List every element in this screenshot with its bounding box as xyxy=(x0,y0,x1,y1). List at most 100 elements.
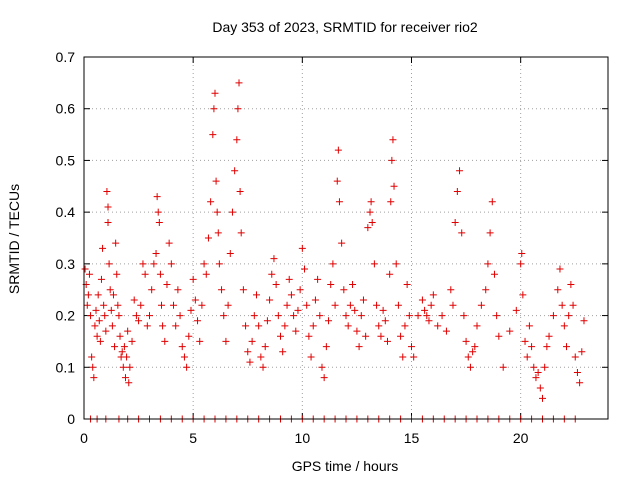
data-point xyxy=(139,260,147,268)
data-point xyxy=(176,312,184,320)
data-point xyxy=(471,343,479,351)
x-tick-label: 10 xyxy=(295,430,311,446)
data-point xyxy=(534,368,542,376)
data-point xyxy=(120,343,128,351)
data-point xyxy=(569,301,577,309)
data-point xyxy=(187,306,195,314)
data-point xyxy=(425,317,433,325)
data-point xyxy=(389,136,397,144)
data-point xyxy=(466,363,474,371)
data-point xyxy=(107,306,115,314)
data-point xyxy=(85,270,93,278)
data-point xyxy=(283,301,291,309)
data-point xyxy=(556,265,564,273)
data-point xyxy=(214,229,222,237)
data-point xyxy=(152,250,160,258)
data-point xyxy=(116,332,124,340)
data-point xyxy=(272,281,280,289)
data-point xyxy=(101,312,109,320)
data-point xyxy=(277,332,284,340)
data-point xyxy=(118,348,126,356)
data-point xyxy=(153,193,161,201)
data-point xyxy=(163,281,171,289)
data-point xyxy=(198,301,206,309)
data-point xyxy=(132,312,140,320)
data-point xyxy=(322,343,330,351)
data-point xyxy=(128,337,136,345)
data-point xyxy=(373,301,381,309)
data-point xyxy=(167,260,175,268)
data-point xyxy=(212,177,220,185)
data-point xyxy=(307,353,315,361)
data-point xyxy=(528,343,536,351)
data-point xyxy=(185,332,193,340)
data-point xyxy=(523,353,531,361)
data-point xyxy=(311,296,319,304)
data-point xyxy=(285,275,293,283)
data-point xyxy=(218,286,226,294)
data-point xyxy=(141,270,149,278)
data-point xyxy=(318,363,326,371)
y-tick-labels: 0 0.1 0.2 0.3 0.4 0.5 0.6 0.7 xyxy=(56,49,76,427)
data-point xyxy=(460,312,468,320)
data-point xyxy=(518,250,526,258)
data-point xyxy=(244,348,252,356)
data-point xyxy=(130,296,138,304)
grid-lines xyxy=(84,57,608,419)
data-point xyxy=(386,270,394,278)
x-tick-label: 0 xyxy=(80,430,88,446)
data-point xyxy=(397,332,405,340)
data-point xyxy=(536,384,544,392)
data-point xyxy=(353,327,361,335)
data-point xyxy=(451,218,459,226)
data-point xyxy=(401,322,409,330)
data-point xyxy=(292,327,300,335)
data-point xyxy=(342,312,350,320)
data-point xyxy=(121,374,129,382)
data-point xyxy=(246,358,254,366)
data-point xyxy=(410,353,418,361)
data-point xyxy=(545,332,553,340)
data-point xyxy=(204,234,212,242)
data-point xyxy=(125,379,133,387)
data-point xyxy=(148,286,156,294)
data-point xyxy=(567,281,575,289)
data-point xyxy=(486,229,494,237)
data-point xyxy=(194,317,202,325)
data-point xyxy=(298,244,306,252)
data-point xyxy=(362,332,370,340)
y-tick-label: 0.1 xyxy=(56,359,76,375)
data-point xyxy=(95,317,103,325)
data-point xyxy=(84,291,92,299)
data-point xyxy=(114,301,122,309)
y-tick-label: 0.4 xyxy=(56,204,76,220)
data-point xyxy=(329,260,337,268)
data-point xyxy=(493,312,501,320)
y-tick-label: 0 xyxy=(67,411,75,427)
data-point xyxy=(381,317,389,325)
data-point xyxy=(521,337,529,345)
data-point xyxy=(100,301,108,309)
data-point xyxy=(270,255,278,263)
data-point xyxy=(123,353,131,361)
data-point xyxy=(226,250,234,258)
data-point xyxy=(519,291,527,299)
data-point xyxy=(143,322,151,330)
data-point xyxy=(558,301,566,309)
data-point xyxy=(263,317,271,325)
data-point xyxy=(438,312,446,320)
data-point xyxy=(403,281,411,289)
data-point xyxy=(399,353,407,361)
data-point xyxy=(367,198,375,206)
data-point xyxy=(429,291,437,299)
data-point xyxy=(248,337,256,345)
data-point xyxy=(279,348,287,356)
data-point xyxy=(549,312,557,320)
data-point xyxy=(252,291,260,299)
data-point xyxy=(112,239,120,247)
data-point xyxy=(301,265,309,273)
data-point xyxy=(113,270,121,278)
data-point xyxy=(418,296,426,304)
data-point xyxy=(97,275,105,283)
